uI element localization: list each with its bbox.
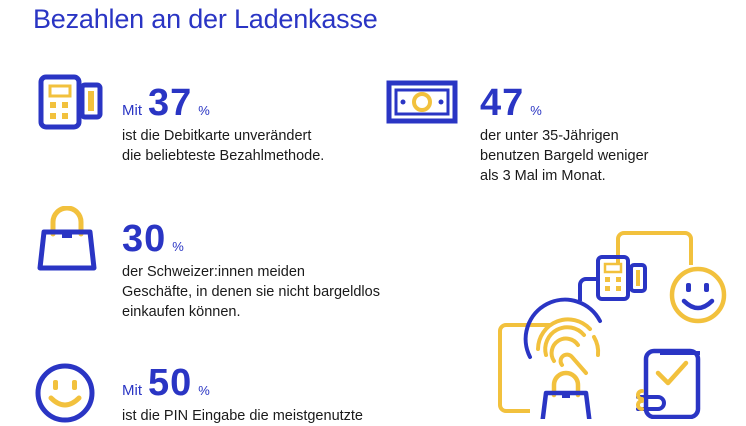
hand-fingers [636, 389, 644, 411]
stat-head: 30 % [122, 220, 380, 258]
payment-illustration [490, 225, 746, 426]
card-terminal-icon [38, 74, 104, 130]
fingerprint-icon [536, 317, 601, 375]
stat-head: Mit 37 % [122, 84, 324, 122]
stat-value: 47 [480, 82, 525, 124]
stat-prefix: Mit [122, 102, 142, 119]
stat-value: 37 [148, 82, 193, 124]
connector-line [498, 323, 550, 413]
stat-line: ist die PIN Eingabe die meistgenutzte [122, 408, 363, 424]
stat-line: als 3 Mal im Monat. [480, 168, 606, 184]
stat-line: benutzen Bargeld weniger [480, 148, 649, 164]
stat-line: Geschäfte, in denen sie nicht bargeldlos [122, 284, 380, 300]
stat-unit: % [198, 383, 210, 398]
connector-line [578, 277, 596, 301]
stat-pin-entry: Mit 50 % ist die PIN Eingabe die meistge… [122, 364, 363, 426]
stat-description: der unter 35-Jährigen benutzen Bargeld w… [480, 126, 648, 186]
stat-value: 50 [148, 362, 193, 404]
stat-head: Mit 50 % [122, 364, 363, 402]
stat-line: ist die Debitkarte unverändert [122, 128, 312, 144]
stat-prefix: Mit [122, 382, 142, 399]
smartphone-check-icon [643, 348, 701, 420]
stat-unit: % [198, 103, 210, 118]
stat-line: der Schweizer:innen meiden [122, 264, 305, 280]
stat-unit: % [172, 239, 184, 254]
stat-description: der Schweizer:innen meiden Geschäfte, in… [122, 262, 380, 322]
stat-line: die beliebteste Bezahlmethode. [122, 148, 325, 164]
stat-head: 47 % [480, 84, 648, 122]
card-terminal-icon [596, 255, 647, 301]
stat-line: einkaufen können. [122, 304, 241, 320]
shopping-bag-icon [36, 206, 98, 272]
fingerprint-outline [523, 297, 602, 359]
banknote-icon [386, 80, 458, 124]
smiley-icon [34, 362, 96, 424]
page-title: Bezahlen an der Ladenkasse [33, 4, 378, 34]
stat-debit-card: Mit 37 % ist die Debitkarte unverändert … [122, 84, 324, 166]
stat-cash-usage: 47 % der unter 35-Jährigen benutzen Barg… [480, 84, 648, 186]
stat-description: ist die Debitkarte unverändert die belie… [122, 126, 324, 166]
stat-cashless-shops: 30 % der Schweizer:innen meiden Geschäft… [122, 220, 380, 322]
stat-line: der unter 35-Jährigen [480, 128, 619, 144]
shopping-bag-icon [539, 370, 593, 426]
stat-description: ist die PIN Eingabe die meistgenutzte [122, 406, 363, 426]
smiley-icon [669, 266, 727, 324]
stat-value: 30 [122, 218, 167, 260]
connector-line [616, 231, 693, 265]
stat-unit: % [530, 103, 542, 118]
